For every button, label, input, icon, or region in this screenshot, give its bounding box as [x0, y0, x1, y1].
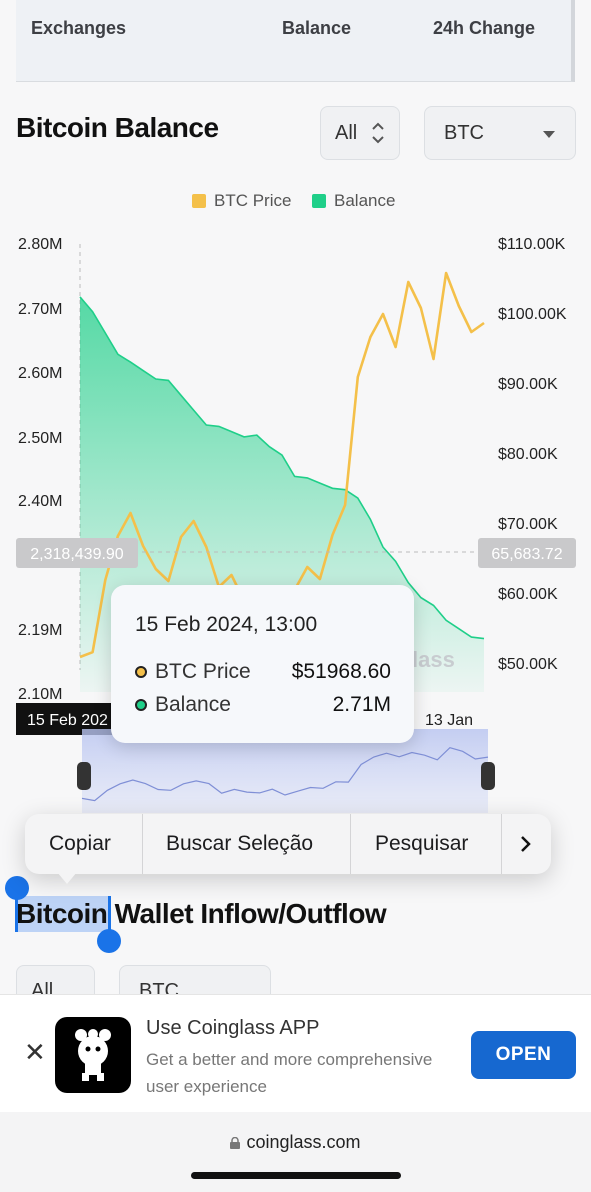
right-axis-tick: $60.00K [498, 586, 558, 603]
crosshair-right-value: 65,683.72 [491, 546, 562, 563]
wallet-flow-title: Bitcoin Wallet Inflow/Outflow [16, 898, 387, 930]
column-header-exchanges[interactable]: Exchanges [31, 18, 127, 38]
coinglass-logo [55, 1017, 131, 1093]
right-axis-tick: $100.00K [498, 306, 567, 323]
range-select-value: All [335, 122, 358, 144]
coin-select-value: BTC [444, 122, 484, 144]
menu-item-search[interactable]: Pesquisar [375, 832, 469, 855]
coinglass-watermark: lass [412, 647, 455, 672]
open-app-button[interactable]: OPEN [471, 1031, 576, 1079]
tooltip-value: $51968.60 [291, 660, 391, 683]
right-axis-tick: $80.00K [498, 446, 558, 463]
coin-select[interactable]: BTC [424, 106, 576, 160]
navigator-right-handle[interactable] [481, 762, 495, 790]
left-axis-tick: 2.40M [18, 493, 62, 510]
dot-icon [135, 666, 147, 678]
zoom-navigator [82, 729, 488, 813]
app-promo-banner: ✕ Use Coinglass APP Get a better and mor… [0, 994, 591, 1112]
title-rest: Wallet Inflow/Outflow [107, 898, 387, 929]
right-axis-tick: $50.00K [498, 656, 558, 673]
navigator-left-handle[interactable] [77, 762, 91, 790]
banner-subtitle: Get a better and more comprehensive user… [146, 1050, 433, 1096]
selection-start-handle[interactable] [5, 876, 29, 900]
text-context-menu: Copiar Buscar Seleção Pesquisar [25, 814, 551, 884]
url-text: coinglass.com [246, 1132, 361, 1152]
menu-pointer [57, 872, 77, 884]
menu-item-lookup[interactable]: Buscar Seleção [166, 832, 314, 855]
x-axis-label: 15 Feb 202 [27, 712, 108, 729]
close-icon[interactable]: ✕ [24, 1037, 46, 1067]
selected-text[interactable]: Bitcoin [16, 898, 108, 929]
navigator-line [81, 747, 489, 802]
left-axis-tick: 2.70M [18, 301, 62, 318]
legend-label: BTC Price [214, 191, 292, 210]
selection-end-caret [108, 896, 111, 932]
right-axis-tick: $70.00K [498, 516, 558, 533]
left-axis-tick: 2.10M [18, 686, 62, 703]
crosshair-right-pill [478, 538, 576, 568]
right-axis-tick: $110.00K [498, 236, 566, 253]
tooltip-label: BTC Price [155, 660, 251, 683]
menu-divider [142, 814, 143, 874]
home-indicator[interactable] [191, 1172, 401, 1179]
left-axis-tick: 2.80M [18, 236, 62, 253]
chevron-right-icon [521, 836, 531, 852]
tooltip-value: 2.71M [332, 693, 391, 716]
url-display[interactable]: coinglass.com [0, 1132, 591, 1153]
range-select[interactable]: All [320, 106, 400, 160]
menu-divider [350, 814, 351, 874]
browser-address-bar[interactable]: coinglass.com [0, 1112, 591, 1192]
crosshair-left-pill [16, 538, 138, 568]
caret-down-icon [543, 131, 555, 138]
lock-icon [230, 1137, 241, 1149]
right-axis-tick: $90.00K [498, 376, 558, 393]
banner-title: Use Coinglass APP [146, 1017, 320, 1039]
selection-end-handle[interactable] [97, 929, 121, 953]
menu-more-button[interactable] [519, 814, 539, 874]
selection-start-caret [15, 896, 18, 932]
crosshair-left-value: 2,318,439.90 [30, 546, 124, 563]
tooltip-date: 15 Feb 2024, 13:00 [135, 613, 318, 636]
left-axis-tick: 2.60M [18, 365, 62, 382]
dot-icon [135, 699, 147, 711]
menu-item-copy[interactable]: Copiar [49, 832, 111, 855]
chevron-updown-icon [372, 122, 384, 144]
x-axis-label: 13 Jan [425, 712, 473, 729]
legend-swatch [312, 194, 326, 208]
menu-divider [501, 814, 502, 874]
chart-tooltip: 15 Feb 2024, 13:00 BTC Price $51968.60 B… [111, 585, 414, 743]
left-axis-tick: 2.19M [18, 622, 62, 639]
column-header-balance[interactable]: Balance [282, 18, 352, 38]
exchange-table-header: Exchanges Balance 24h Change [16, 0, 575, 82]
column-header-24h-change[interactable]: 24h Change [433, 18, 536, 38]
balance-series-line [79, 296, 485, 640]
text-selection-highlight [16, 896, 110, 932]
legend-label: Balance [334, 191, 396, 210]
bitcoin-balance-title: Bitcoin Balance [16, 112, 219, 143]
legend-swatch [192, 194, 206, 208]
left-axis-tick: 2.50M [18, 430, 62, 447]
tooltip-label: Balance [155, 693, 231, 716]
